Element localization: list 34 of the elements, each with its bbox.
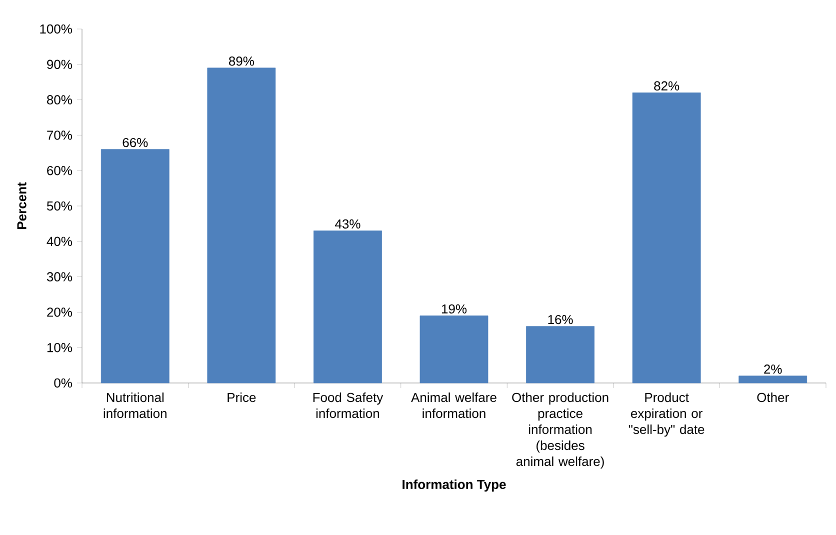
- y-tick-label: 40%: [46, 236, 72, 246]
- x-tick-label: Nutritional information: [104, 392, 166, 418]
- x-axis-title: Information Type: [402, 479, 506, 492]
- y-tick-label: 20%: [47, 308, 72, 317]
- data-label: 43%: [335, 219, 360, 229]
- bar: [738, 376, 808, 384]
- bar: [526, 326, 594, 384]
- y-tick-label: 90%: [47, 60, 72, 69]
- y-tick-label: 10%: [47, 342, 72, 352]
- y-tick-label: 30%: [46, 272, 72, 282]
- y-tick-label: 70%: [47, 130, 72, 140]
- x-tick-label: Other production practice information (besides animal welfare): [512, 392, 608, 469]
- data-label: 2%: [764, 364, 782, 374]
- data-label: 66%: [122, 138, 148, 148]
- bar: [207, 68, 276, 384]
- y-tick-label: 100%: [40, 24, 72, 34]
- x-tick-label: Animal welfare information: [411, 392, 496, 418]
- y-tick-label: 0%: [54, 378, 72, 388]
- x-tick-label: Food Safety information: [313, 392, 384, 418]
- data-label: 89%: [228, 56, 254, 66]
- x-tick-label: Other: [757, 392, 789, 402]
- bar: [314, 230, 382, 384]
- y-tick-label: 60%: [47, 166, 72, 176]
- data-label: 19%: [442, 304, 467, 314]
- x-tick-label: Product expiration or "sell-by" date: [628, 392, 704, 437]
- bar: [420, 316, 488, 384]
- data-label: 82%: [654, 81, 680, 91]
- bar: [632, 92, 701, 384]
- y-tick-label: 80%: [47, 95, 72, 104]
- y-axis-title: Percent: [17, 182, 26, 229]
- bar: [100, 149, 170, 384]
- y-tick-label: 50%: [46, 201, 72, 211]
- data-label: 16%: [548, 314, 573, 324]
- x-tick-label: Price: [228, 392, 256, 402]
